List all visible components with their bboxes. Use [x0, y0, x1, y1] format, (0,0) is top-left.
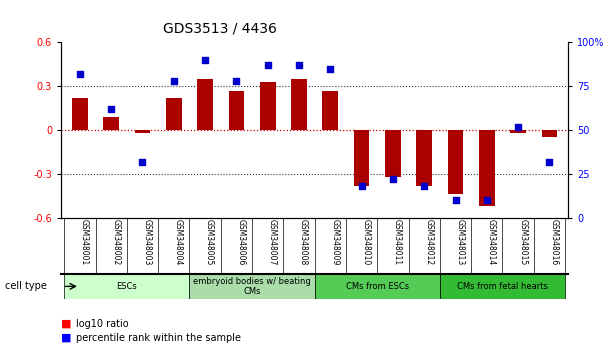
- Text: GSM348010: GSM348010: [362, 219, 371, 266]
- Text: ■: ■: [61, 333, 71, 343]
- Text: GSM348009: GSM348009: [331, 219, 339, 266]
- Text: GSM348006: GSM348006: [236, 219, 246, 266]
- Text: GDS3513 / 4436: GDS3513 / 4436: [163, 21, 277, 35]
- Bar: [541, 130, 557, 137]
- Point: [513, 124, 523, 130]
- Text: GSM348003: GSM348003: [142, 219, 152, 266]
- Text: ■: ■: [61, 319, 71, 329]
- Point: [200, 57, 210, 63]
- Point: [232, 78, 241, 84]
- Bar: [229, 91, 244, 130]
- Text: GSM348015: GSM348015: [518, 219, 527, 266]
- Text: percentile rank within the sample: percentile rank within the sample: [76, 333, 241, 343]
- Text: ESCs: ESCs: [117, 282, 137, 291]
- Point: [294, 62, 304, 68]
- Bar: [64, 274, 189, 299]
- Text: GSM348004: GSM348004: [174, 219, 183, 266]
- Point: [75, 71, 85, 77]
- Bar: [323, 91, 338, 130]
- Text: CMs from fetal hearts: CMs from fetal hearts: [457, 282, 548, 291]
- Bar: [103, 117, 119, 130]
- Text: GSM348005: GSM348005: [205, 219, 214, 266]
- Bar: [385, 130, 401, 177]
- Text: GSM348014: GSM348014: [487, 219, 496, 266]
- Text: GSM348012: GSM348012: [424, 219, 433, 266]
- Bar: [440, 274, 565, 299]
- Bar: [417, 130, 432, 185]
- Text: GSM348007: GSM348007: [268, 219, 277, 266]
- Point: [357, 183, 367, 189]
- Text: embryoid bodies w/ beating
CMs: embryoid bodies w/ beating CMs: [193, 277, 311, 296]
- Text: GSM348008: GSM348008: [299, 219, 308, 266]
- Point: [544, 159, 554, 165]
- Point: [326, 66, 335, 72]
- Bar: [479, 130, 495, 206]
- Point: [263, 62, 273, 68]
- Bar: [448, 130, 463, 194]
- Text: GSM348013: GSM348013: [456, 219, 464, 266]
- Point: [106, 106, 116, 112]
- Text: GSM348011: GSM348011: [393, 219, 402, 266]
- Text: GSM348002: GSM348002: [111, 219, 120, 266]
- Text: GSM348001: GSM348001: [80, 219, 89, 266]
- Point: [482, 198, 492, 203]
- Bar: [134, 130, 150, 133]
- Bar: [510, 130, 526, 133]
- Bar: [189, 274, 315, 299]
- Point: [137, 159, 147, 165]
- Point: [169, 78, 178, 84]
- Bar: [72, 98, 88, 130]
- Point: [419, 183, 429, 189]
- Bar: [197, 79, 213, 130]
- Text: log10 ratio: log10 ratio: [76, 319, 129, 329]
- Bar: [166, 98, 181, 130]
- Bar: [291, 79, 307, 130]
- Text: CMs from ESCs: CMs from ESCs: [346, 282, 409, 291]
- Bar: [315, 274, 440, 299]
- Bar: [354, 130, 370, 185]
- Text: GSM348016: GSM348016: [549, 219, 558, 266]
- Text: cell type: cell type: [5, 281, 47, 291]
- Point: [388, 176, 398, 182]
- Bar: [260, 82, 276, 130]
- Point: [451, 198, 461, 203]
